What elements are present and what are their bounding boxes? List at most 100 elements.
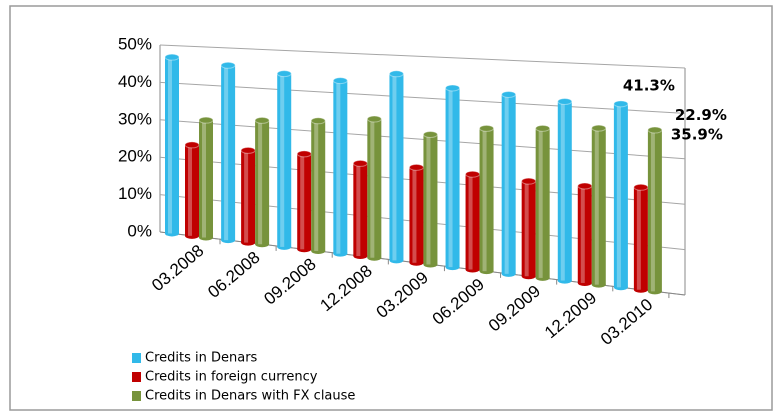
bar	[633, 183, 649, 293]
bar-shine	[202, 120, 206, 238]
bar-cap	[254, 116, 270, 124]
bar-body	[479, 128, 494, 272]
bar	[332, 77, 348, 257]
bar-cap	[276, 70, 292, 78]
bar-cap	[296, 150, 312, 158]
legend-swatch	[132, 391, 141, 401]
bar-cap	[422, 130, 438, 138]
bar-shine	[616, 103, 621, 288]
bar	[296, 150, 312, 253]
bar	[240, 146, 256, 246]
bar-shine	[580, 186, 585, 283]
bar-body	[297, 153, 312, 250]
y-tick-label: 20%	[118, 147, 152, 166]
bar-cap	[633, 183, 649, 191]
bar	[388, 70, 404, 264]
bar	[613, 100, 629, 291]
bar-cap	[352, 159, 368, 167]
bar-cap	[240, 146, 256, 154]
bar-body	[221, 65, 236, 241]
y-tick-label: 30%	[118, 109, 152, 128]
bar-shine	[524, 181, 529, 277]
legend-label: Credits in foreign currency	[145, 370, 318, 385]
y-tick-label: 40%	[118, 72, 152, 91]
bar	[220, 61, 236, 244]
bar	[577, 182, 593, 286]
bar	[521, 177, 537, 280]
bar-cap	[445, 84, 461, 92]
bar-shine	[244, 150, 249, 243]
bar	[479, 124, 495, 275]
bar-shine	[370, 119, 375, 258]
bar-shine	[448, 87, 453, 268]
bar-shine	[224, 65, 229, 241]
bar-cap	[366, 115, 382, 123]
bar-shine	[280, 73, 285, 247]
bar-body	[423, 134, 438, 265]
bar-body	[255, 120, 270, 245]
bar-body	[241, 150, 256, 243]
legend-label: Credits in Denars	[145, 351, 258, 366]
bar	[164, 53, 180, 237]
bar	[535, 124, 551, 281]
bar-body	[311, 120, 326, 251]
bar-cap	[220, 61, 236, 69]
bar-body	[557, 101, 572, 281]
bar-cap	[501, 90, 517, 98]
bar	[591, 124, 607, 288]
bar	[198, 116, 214, 241]
bar-body	[535, 128, 550, 278]
bar	[647, 126, 663, 295]
bar-cap	[591, 124, 607, 132]
bar-body	[367, 119, 382, 258]
grid-line	[159, 44, 686, 69]
bar-cap	[184, 141, 200, 149]
bar	[465, 170, 481, 273]
bar	[352, 159, 368, 260]
bar-body	[465, 174, 480, 270]
bar	[184, 141, 200, 239]
bar	[254, 116, 270, 248]
bar-shine	[314, 120, 319, 251]
bar-cap	[332, 77, 348, 85]
bar-body	[633, 187, 648, 290]
bar-cap	[521, 177, 537, 185]
bar-cap	[164, 53, 180, 61]
bar-body	[185, 144, 199, 236]
legend-swatch	[132, 353, 141, 363]
bar-shine	[504, 94, 509, 274]
bar-shine	[188, 144, 192, 236]
bar-body	[333, 80, 348, 254]
bar-cap	[465, 170, 481, 178]
bar	[557, 98, 573, 284]
bar-cap	[613, 100, 629, 108]
bar	[310, 117, 326, 254]
bar-cap	[535, 124, 551, 132]
bar-shine	[468, 174, 473, 270]
y-tick-label: 50%	[118, 34, 152, 53]
bar	[422, 130, 438, 268]
bar-shine	[538, 128, 543, 278]
bar-body	[613, 103, 628, 288]
bar-cap	[310, 117, 326, 125]
bar	[408, 163, 424, 266]
bar	[445, 84, 461, 271]
bar-body	[409, 167, 424, 263]
bar-body	[521, 181, 536, 277]
y-tick-label: 10%	[118, 184, 152, 203]
bar-shine	[650, 130, 655, 292]
bar-body	[591, 128, 606, 285]
bar-shine	[392, 73, 397, 261]
bar-cap	[577, 182, 593, 190]
bar-body	[165, 57, 179, 234]
bar-cap	[408, 163, 424, 171]
legend-label: Credits in Denars with FX clause	[145, 389, 355, 404]
legend-swatch	[132, 372, 141, 382]
bar	[501, 90, 517, 277]
value-label: 35.9%	[671, 126, 723, 144]
bar-shine	[636, 187, 641, 290]
value-label: 41.3%	[623, 76, 675, 94]
bar-shine	[482, 128, 487, 272]
bar-cap	[647, 126, 663, 134]
